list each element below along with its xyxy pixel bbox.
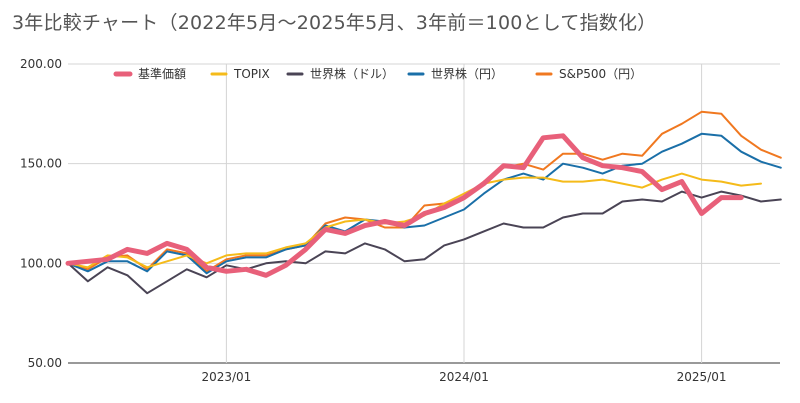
series-line — [67, 190, 782, 295]
series-layer — [65, 110, 782, 295]
legend-label: 世界株（ドル） — [310, 66, 394, 81]
legend-label: 世界株（円） — [431, 66, 503, 81]
legend: 基準価額 TOPIX 世界株（ドル） 世界株（円） S&P500（円） — [113, 66, 642, 81]
y-tick-label: 100.00 — [20, 256, 62, 270]
series-line — [67, 110, 782, 273]
legend-label: 基準価額 — [138, 66, 186, 81]
x-tick-label: 2023/01 — [201, 370, 251, 384]
chart-title: 3年比較チャート（2022年5月〜2025年5月、3年前＝100として指数化） — [12, 12, 657, 34]
series-line — [67, 132, 782, 275]
grid — [68, 63, 780, 364]
y-tick-label: 200.00 — [20, 57, 62, 71]
axis-layer: 50.00 100.00 150.00 200.00 2023/01 2024/01 202… — [20, 57, 727, 384]
series-line — [65, 133, 744, 278]
x-tick-label: 2024/01 — [439, 370, 489, 384]
legend-label: S&P500（円） — [559, 67, 642, 81]
y-tick-label: 150.00 — [20, 157, 62, 171]
x-tick-label: 2025/01 — [677, 370, 727, 384]
legend-label: TOPIX — [233, 67, 270, 81]
y-tick-label: 50.00 — [28, 356, 62, 370]
